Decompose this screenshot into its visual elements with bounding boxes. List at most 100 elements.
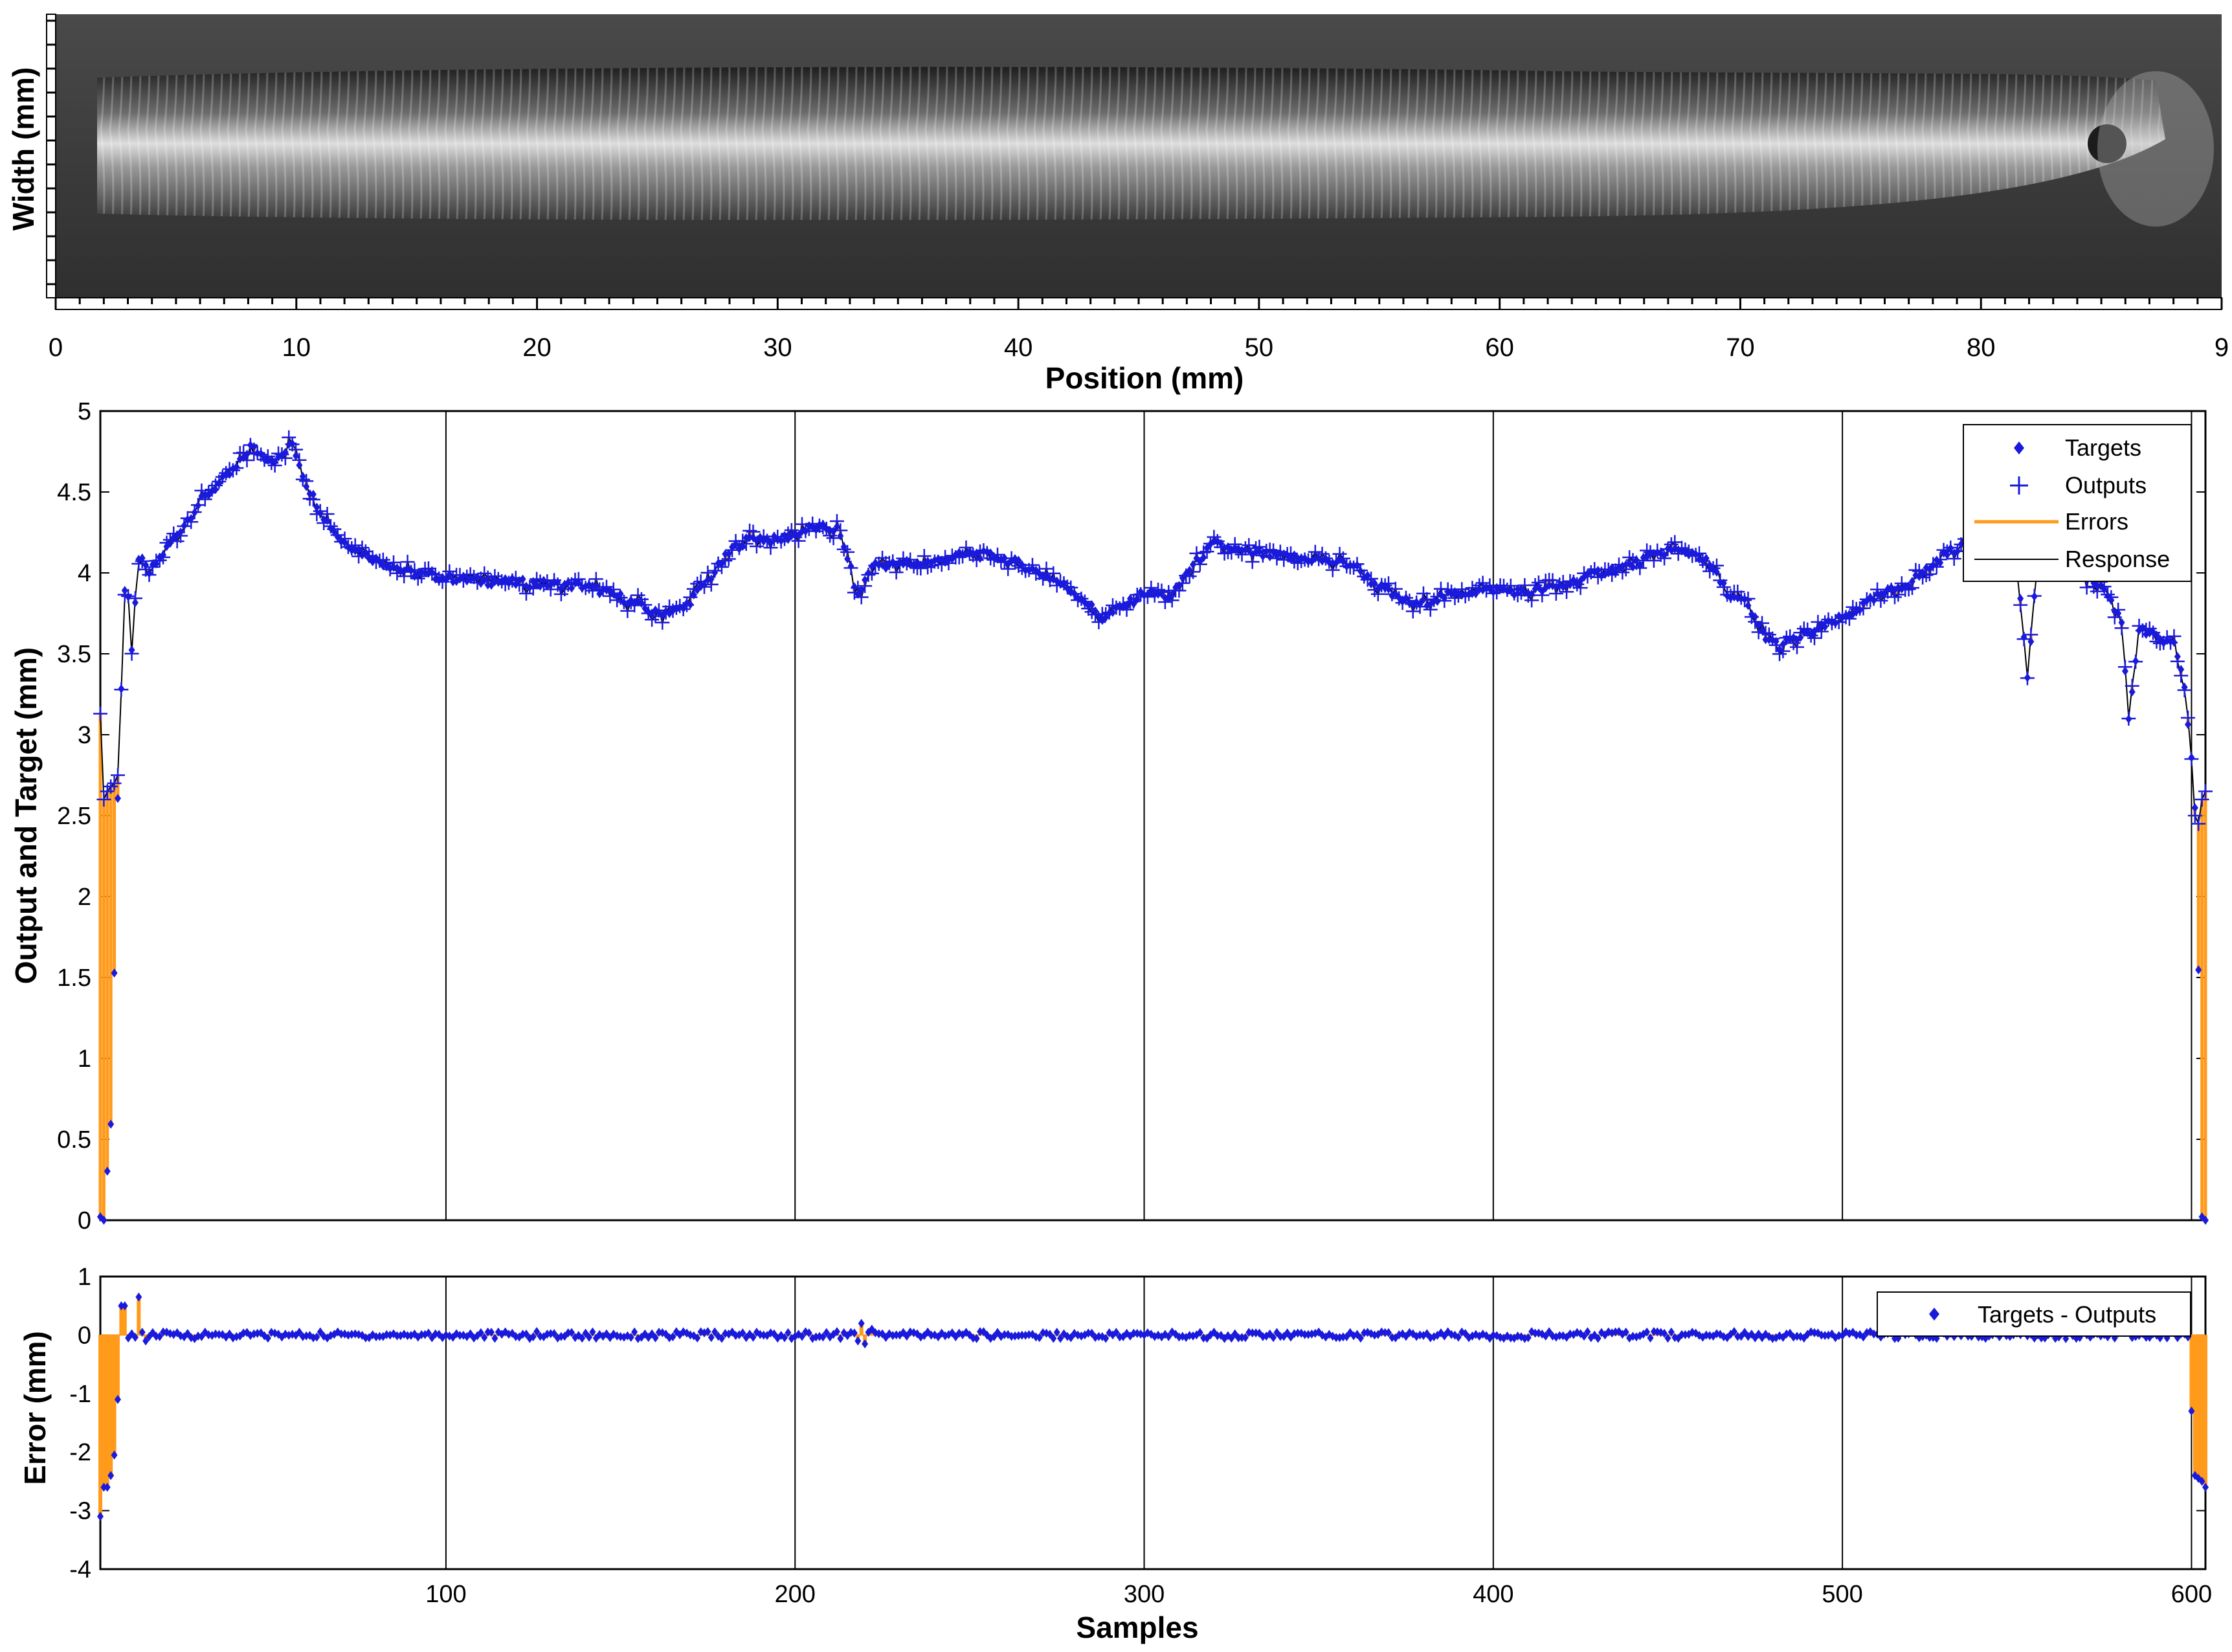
output-point (645, 612, 660, 627)
output-point (1615, 565, 1630, 580)
output-point (1119, 602, 1134, 617)
error-point (1085, 1328, 1092, 1338)
error-y-tick-label: -3 (69, 1498, 91, 1525)
output-point (162, 532, 177, 547)
error-point (1050, 1334, 1057, 1343)
error-point (551, 1329, 558, 1339)
error-x-tick-label: 600 (2171, 1581, 2212, 1608)
output-point (135, 553, 150, 568)
output-point (1122, 595, 1137, 610)
main-y-tick-label: 0.5 (57, 1126, 91, 1154)
output-point (327, 522, 342, 537)
output-point (107, 776, 122, 790)
error-point (893, 1330, 900, 1340)
output-point (588, 572, 603, 586)
output-point (585, 583, 600, 598)
output-point (1203, 536, 1218, 551)
error-point (1381, 1328, 1389, 1337)
main-y-tick-label: 1 (78, 1045, 91, 1073)
output-point (1633, 561, 1647, 575)
main-y-tick-label: 3 (78, 722, 91, 749)
error-point (928, 1330, 935, 1340)
output-point (1126, 594, 1141, 608)
output-point (1814, 624, 1829, 639)
error-point (1734, 1332, 1741, 1341)
output-point (638, 597, 653, 612)
output-point (1402, 594, 1417, 608)
error-point (1811, 1328, 1818, 1337)
output-point (467, 570, 482, 585)
output-point (575, 578, 590, 593)
output-point (1388, 581, 1403, 596)
output-point (1318, 551, 1333, 566)
error-point (1594, 1334, 1601, 1343)
error-y-tick-label: 1 (78, 1264, 91, 1291)
output-point (1943, 540, 1958, 555)
output-point (1465, 581, 1480, 596)
output-point (1196, 545, 1211, 560)
output-point (1737, 593, 1752, 608)
error-point (1622, 1327, 1629, 1337)
output-point (124, 646, 139, 661)
output-point (225, 463, 240, 478)
output-point (805, 516, 820, 531)
error-point (589, 1327, 596, 1337)
output-point (1548, 586, 1563, 601)
output-point (812, 519, 827, 533)
output-point (1608, 563, 1623, 578)
output-point (1800, 622, 1815, 637)
output-point (299, 474, 314, 489)
output-point (1325, 563, 1340, 577)
output-point (711, 556, 726, 571)
output-point (1828, 614, 1843, 629)
output-point (1346, 560, 1361, 575)
error-point (977, 1327, 984, 1337)
output-point (1751, 625, 1766, 640)
output-point (1664, 537, 1679, 552)
photo-x-tick-label: 0 (49, 333, 63, 362)
output-point (2020, 671, 2035, 686)
output-point (121, 588, 136, 603)
output-point (1266, 543, 1281, 558)
error-point (1235, 1333, 1242, 1343)
main-y-tick-labels: 0 0.5 1 1.5 2 2.5 3 3.5 4 4.5 5 (57, 398, 91, 1234)
output-point (836, 542, 851, 557)
output-point (1370, 586, 1385, 601)
output-point (1269, 551, 1284, 566)
error-x-tick-label: 100 (425, 1581, 466, 1608)
output-point (1936, 542, 1951, 557)
output-point (1105, 598, 1120, 613)
output-point (962, 546, 977, 561)
output-point (721, 552, 736, 566)
target-point (2191, 803, 2198, 812)
error-point (264, 1334, 271, 1343)
output-point (104, 779, 118, 794)
error-point (1870, 1329, 1877, 1339)
output-point (386, 555, 401, 570)
output-point (1552, 577, 1567, 592)
error-point (296, 1328, 303, 1337)
weld-end-glare (2097, 71, 2214, 227)
error-point (652, 1333, 659, 1343)
output-point (1646, 553, 1661, 568)
output-point (180, 511, 195, 526)
output-point (1224, 545, 1239, 560)
output-point (774, 534, 788, 549)
error-point (568, 1328, 575, 1337)
output-point (1046, 566, 1061, 581)
error-point (1385, 1328, 1392, 1337)
output-point (784, 522, 799, 537)
output-point (959, 540, 974, 555)
output-point (2104, 590, 2119, 605)
error-y-tick-label: -1 (69, 1381, 91, 1408)
output-point (1783, 629, 1798, 644)
photo-x-tick-labels: 0 10 20 30 40 50 60 70 80 9 (49, 333, 2229, 362)
photo-y-ruler (46, 14, 56, 298)
error-y-tick-label: -2 (69, 1439, 91, 1466)
output-point (1720, 587, 1735, 602)
legend-errors-label: Errors (2065, 508, 2128, 535)
output-point (1915, 570, 1930, 585)
output-point (428, 567, 443, 582)
output-point (267, 458, 282, 473)
output-point (222, 462, 237, 476)
